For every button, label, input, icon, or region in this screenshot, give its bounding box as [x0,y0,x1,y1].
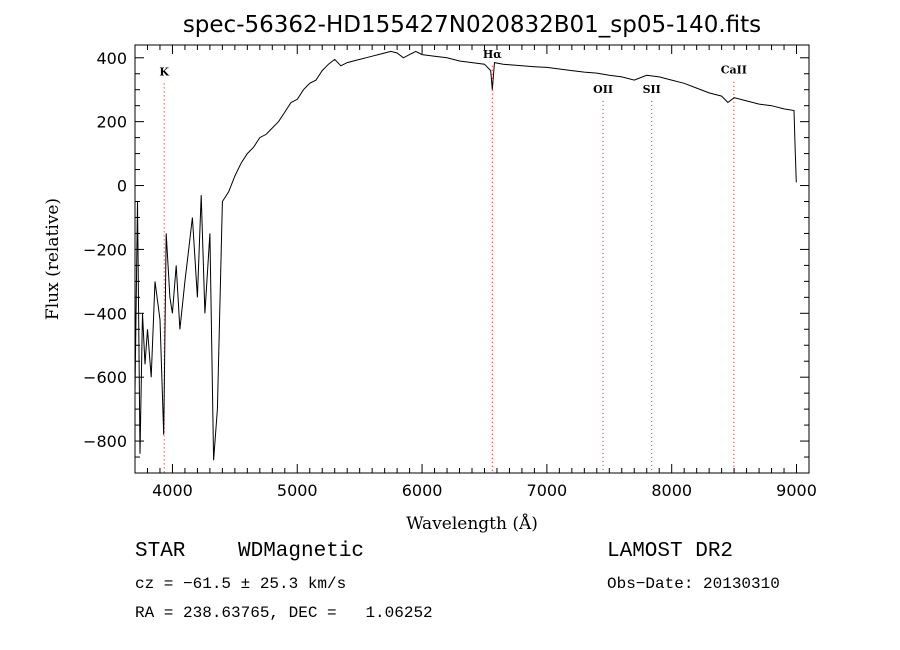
x-tick-label: 5000 [277,481,318,500]
y-tick-label: −400 [83,304,127,323]
annotation-label: K [159,65,169,78]
y-tick-label: 200 [96,113,127,132]
chart-title: spec-56362-HD155427N020832B01_sp05-140.f… [183,12,761,38]
x-tick-label: 4000 [152,481,193,500]
survey-label: LAMOST DR2 [607,540,734,563]
redshift-readout: cz = −61.5 ± 25.3 km/s [135,575,347,593]
spectrum-series-line [134,50,797,461]
object-type: STAR [135,540,186,563]
x-tick-label: 8000 [651,481,692,500]
x-tick-label: 6000 [402,481,443,500]
y-tick-label: 400 [96,49,127,68]
x-axis: 4000 5000 6000 7000 8000 9000 [146,45,817,500]
y-tick-label: −600 [83,368,127,387]
y-tick-label: −800 [83,432,127,451]
coordinates: RA = 238.63765, DEC = 1.06252 [135,604,433,622]
x-axis-label: Wavelength (Å) [406,513,538,534]
annotation-label: SII [643,83,661,96]
y-axis: 400 200 0 −200 −400 −600 −800 [83,49,809,458]
y-tick-label: 0 [117,177,127,196]
plot-frame [134,44,810,474]
x-tick-label: 7000 [527,481,568,500]
y-axis-label: Flux (relative) [43,198,63,320]
obs-date: Obs−Date: 20130310 [607,575,780,593]
object-subclass: WDMagnetic [238,540,365,563]
annotation-label: OII [593,83,613,96]
annotation-label: CaII [721,64,747,77]
x-tick-label: 9000 [776,481,817,500]
y-tick-label: −200 [83,240,127,259]
annotation-label: Hα [483,48,502,61]
annotation-lines: K Hα OII SII CaII [159,48,747,473]
